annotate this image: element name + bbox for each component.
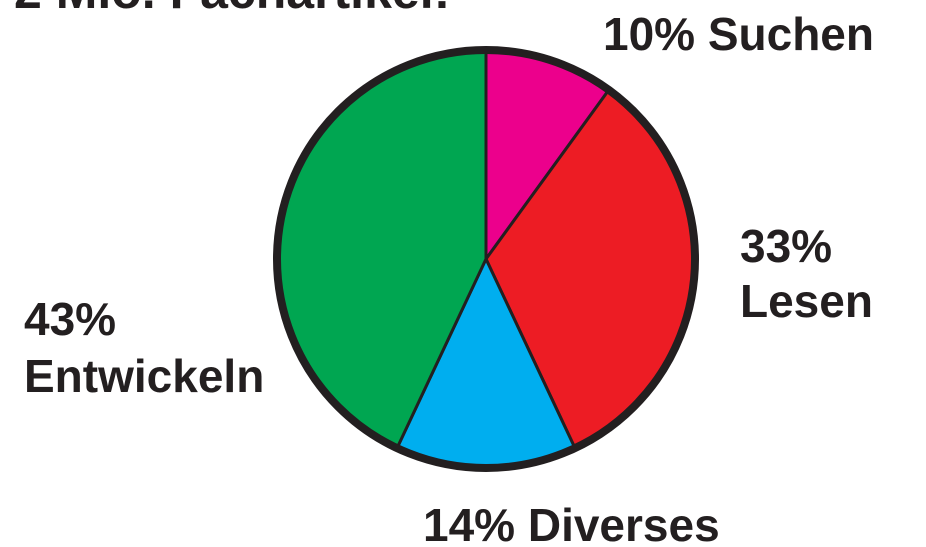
slice-label-lesen-value: 33%	[740, 220, 832, 272]
chart-title: 2 Mio. Fachartikel:	[14, 0, 450, 19]
slice-label-diverses: 14% Diverses	[423, 499, 720, 547]
pie-outline	[273, 46, 699, 472]
slice-label-suchen: 10% Suchen	[603, 8, 874, 60]
slice-label-entwickeln-value: 43%	[24, 293, 116, 345]
slice-label-lesen: 33% Lesen	[740, 220, 873, 327]
slice-label-lesen-name: Lesen	[740, 275, 873, 327]
slice-label-entwickeln: 43% Entwickeln	[24, 293, 264, 402]
pie-slices	[275, 48, 697, 470]
slice-label-entwickeln-name: Entwickeln	[24, 350, 264, 402]
